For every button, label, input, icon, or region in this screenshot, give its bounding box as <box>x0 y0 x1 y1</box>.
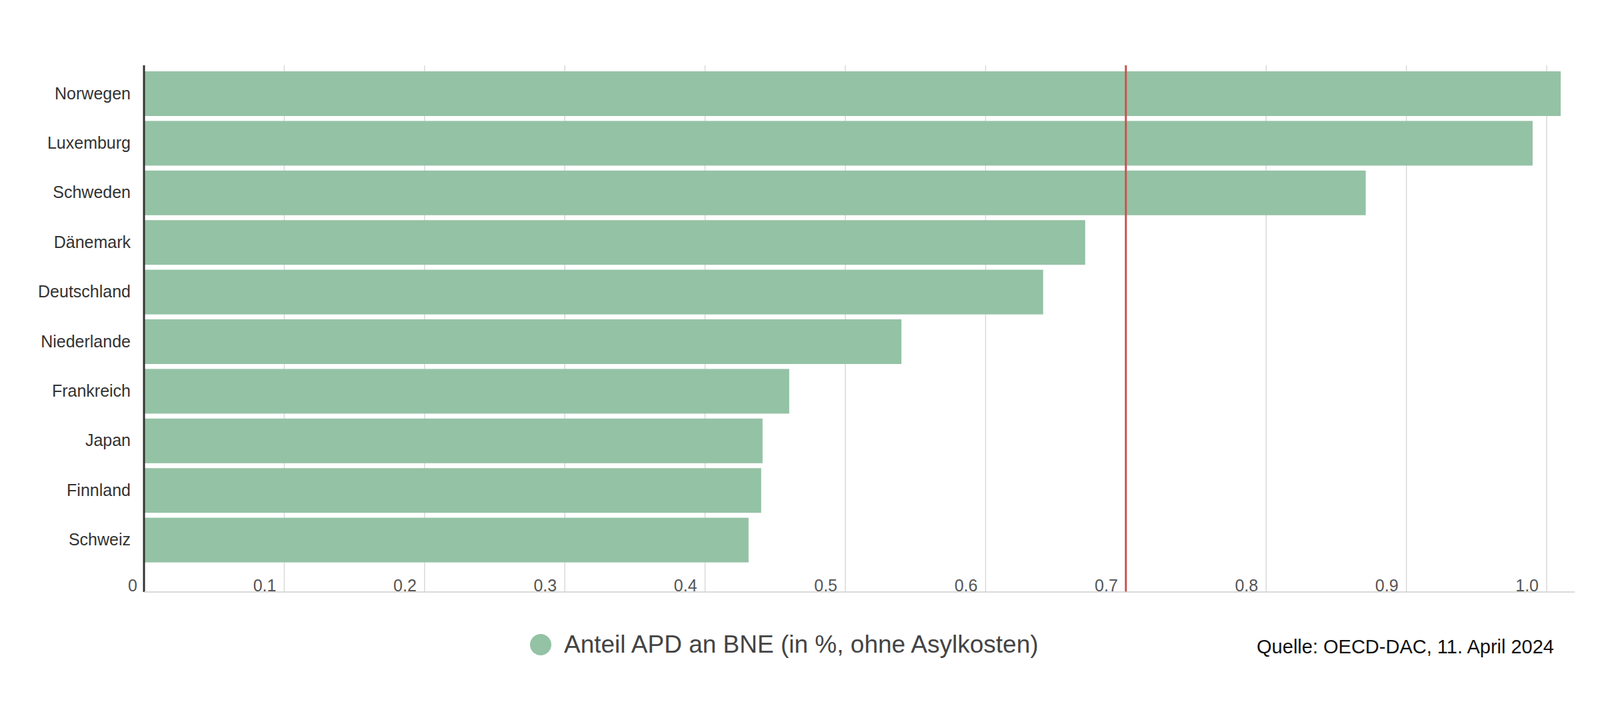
category-label: Luxemburg <box>47 133 131 152</box>
bar <box>144 71 1561 116</box>
category-label: Japan <box>85 430 131 450</box>
bar <box>144 120 1533 166</box>
bar <box>144 468 762 513</box>
source-note: Quelle: OECD-DAC, 11. April 2024 <box>1256 636 1554 658</box>
category-label: Finnland <box>66 480 131 500</box>
bar <box>144 170 1366 216</box>
category-label: Dänemark <box>54 232 132 252</box>
legend-swatch <box>530 634 552 656</box>
category-label: Schweiz <box>68 530 131 549</box>
category-label: Norwegen <box>54 84 131 103</box>
category-label: Frankreich <box>52 381 131 400</box>
x-axis-line <box>144 591 1575 593</box>
bar <box>144 220 1086 265</box>
bar <box>144 319 902 364</box>
category-label: Schweden <box>52 182 131 202</box>
bars <box>144 65 1561 592</box>
y-axis-line <box>143 65 146 592</box>
tick-label: 0 <box>128 576 138 595</box>
bar <box>144 418 763 464</box>
chart: 00.10.20.30.40.50.60.70.80.91.0NorwegenL… <box>0 0 1600 704</box>
category-label: Niederlande <box>40 332 131 351</box>
legend-label: Anteil APD an BNE (in %, ohne Asylkosten… <box>564 630 1039 658</box>
grid-line <box>1125 65 1127 592</box>
bar <box>144 270 1044 315</box>
grid-line <box>1546 65 1548 592</box>
bar <box>144 368 790 414</box>
target-line <box>1124 65 1127 592</box>
bar <box>144 518 749 563</box>
category-label: Deutschland <box>38 282 131 301</box>
